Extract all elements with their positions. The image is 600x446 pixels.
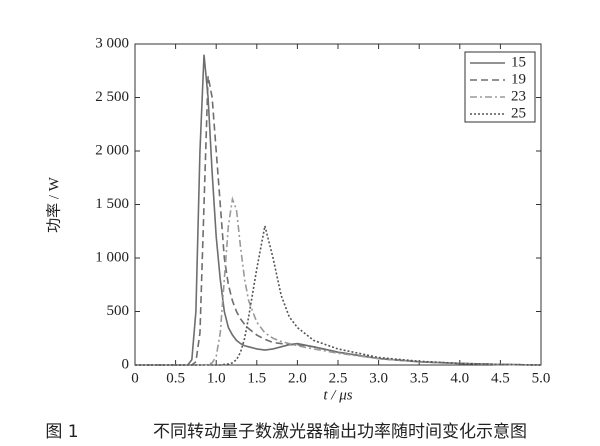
y-tick-label: 500 (107, 303, 130, 319)
series-line (135, 225, 542, 366)
y-tick-label: 2 500 (95, 89, 129, 105)
caption-label: 图 1 (45, 422, 78, 442)
x-tick-label: 2.0 (288, 370, 307, 386)
x-tick-label: 1.0 (207, 370, 226, 386)
y-axis-label: 功率 / W (45, 176, 62, 233)
series-line (135, 75, 542, 366)
y-tick-label: 3 000 (95, 35, 129, 51)
y-tick-label: 1 500 (95, 196, 129, 212)
x-tick-label: 4.5 (491, 370, 510, 386)
x-tick-label: 5.0 (532, 370, 551, 386)
y-tick-label: 2 000 (95, 142, 129, 158)
x-tick-label: 1.5 (247, 370, 266, 386)
x-tick-label: 0 (131, 370, 139, 386)
y-tick-label: 1 000 (95, 249, 129, 265)
x-tick-label: 4.0 (450, 370, 469, 386)
x-axis-label: t / μs (323, 387, 352, 403)
legend-label: 23 (511, 88, 526, 104)
y-tick-label: 0 (122, 356, 130, 372)
legend-label: 19 (511, 71, 526, 87)
legend-label: 15 (511, 54, 526, 70)
x-tick-label: 2.5 (329, 370, 348, 386)
legend-label: 25 (511, 105, 526, 121)
x-tick-label: 0.5 (166, 370, 185, 386)
x-tick-label: 3.5 (410, 370, 429, 386)
x-tick-label: 3.0 (369, 370, 388, 386)
caption: 不同转动量子数激光器输出功率随时间变化示意图 (153, 422, 527, 442)
